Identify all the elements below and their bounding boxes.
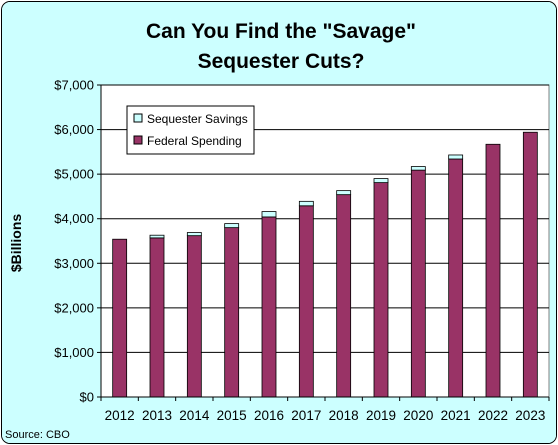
- bar-federal-spending-2021: [448, 158, 464, 398]
- legend: Sequester Savings Federal Spending: [126, 105, 255, 155]
- bar-federal-spending-2023: [522, 131, 538, 398]
- source-note: Source: CBO: [5, 429, 70, 441]
- legend-label-sequester-savings: Sequester Savings: [147, 112, 248, 126]
- legend-label-federal-spending: Federal Spending: [147, 134, 242, 148]
- x-tick-label: 2014: [179, 408, 210, 423]
- bar-federal-spending-2017: [298, 205, 314, 398]
- y-tick-label: $5,000: [54, 167, 94, 182]
- y-tick-label: $6,000: [54, 122, 94, 137]
- legend-box: [126, 105, 255, 155]
- bar-sequester-savings-2018: [336, 190, 352, 196]
- bar-sequester-savings-2020: [410, 166, 426, 171]
- y-tick-label: $4,000: [54, 211, 94, 226]
- bar-federal-spending-2018: [336, 194, 352, 398]
- bar-federal-spending-2016: [261, 216, 277, 398]
- bar-sequester-savings-2019: [373, 178, 389, 184]
- y-tick-label: $0: [80, 390, 94, 405]
- x-tick-label: 2013: [142, 408, 172, 423]
- y-axis-ticks: $0 $1,000 $2,000 $3,000 $4,000 $5,000 $6,000 $7…: [54, 78, 101, 405]
- bar-federal-spending-2012: [112, 238, 128, 398]
- y-tick-label: $2,000: [54, 300, 94, 315]
- x-tick-label: 2018: [329, 408, 359, 423]
- bar-federal-spending-2014: [186, 235, 202, 398]
- x-tick-label: 2017: [291, 408, 321, 423]
- chart-title-line-1: Can You Find the "Savage": [146, 20, 416, 43]
- chart-title-line-2: Sequester Cuts?: [198, 50, 365, 73]
- legend-swatch-sequester-savings: [133, 113, 143, 123]
- x-tick-label: 2016: [254, 408, 284, 423]
- legend-swatch-federal-spending: [133, 135, 143, 145]
- bar-federal-spending-2019: [373, 182, 389, 398]
- y-tick-label: $3,000: [54, 256, 94, 271]
- y-tick-label: $1,000: [54, 345, 94, 360]
- x-tick-label: 2012: [105, 408, 135, 423]
- bar-sequester-savings-2021: [448, 154, 464, 160]
- bar-sequester-savings-2017: [298, 200, 314, 207]
- x-tick-label: 2019: [366, 408, 396, 423]
- x-tick-label: 2015: [217, 408, 247, 423]
- bar-sequester-savings-2013: [149, 234, 165, 239]
- x-tick-label: 2020: [403, 408, 433, 423]
- bar-sequester-savings-2015: [224, 223, 240, 229]
- bar-sequester-savings-2014: [186, 232, 202, 237]
- bar-federal-spending-2013: [149, 237, 165, 398]
- x-tick-label: 2021: [441, 408, 471, 423]
- x-tick-label: 2023: [515, 408, 545, 423]
- bar-sequester-savings-2016: [261, 211, 277, 218]
- y-tick-label: $7,000: [54, 78, 94, 93]
- x-axis-ticks: 2012 2013 2014 2015 2016 2017 2018 2019 2020 2021…: [100, 397, 550, 423]
- x-tick-label: 2022: [478, 408, 508, 423]
- bar-federal-spending-2015: [224, 227, 240, 398]
- bar-federal-spending-2020: [410, 169, 426, 398]
- y-axis-label: $Billions: [8, 214, 24, 273]
- bar-federal-spending-2022: [485, 143, 501, 398]
